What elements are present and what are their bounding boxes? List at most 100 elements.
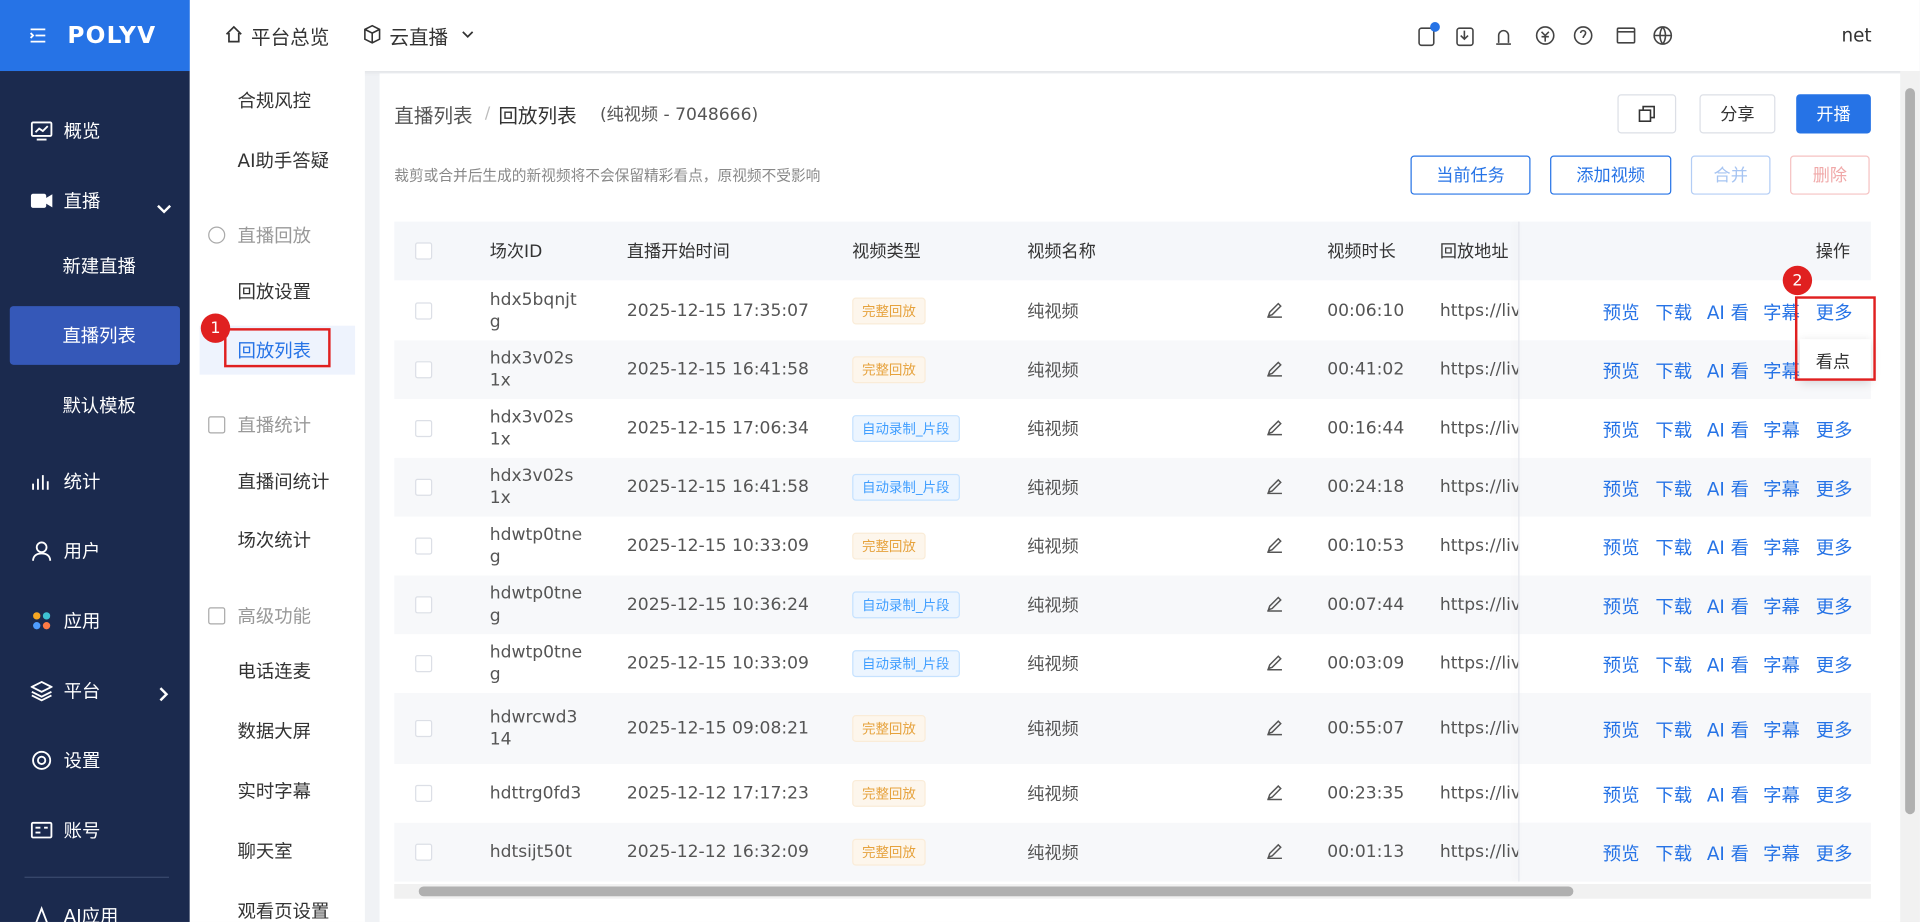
edit-icon[interactable] bbox=[1266, 359, 1283, 382]
action-link[interactable]: 下载 bbox=[1655, 595, 1693, 618]
sidebar-item[interactable]: 用户 bbox=[63, 540, 101, 563]
checkbox[interactable] bbox=[415, 301, 433, 319]
sub-item[interactable]: 直播间统计 bbox=[237, 470, 330, 493]
action-link[interactable]: 预览 bbox=[1602, 654, 1640, 677]
sub-item[interactable]: 场次统计 bbox=[237, 529, 312, 552]
share-button[interactable]: 分享 bbox=[1699, 94, 1776, 134]
nav-home[interactable]: 平台总览 bbox=[251, 25, 330, 49]
breadcrumb[interactable]: 直播列表 bbox=[394, 104, 473, 128]
edit-icon[interactable] bbox=[1266, 594, 1283, 617]
action-link[interactable]: 下载 bbox=[1655, 842, 1693, 866]
action-link[interactable]: 下载 bbox=[1655, 536, 1693, 559]
sub-item[interactable]: 聊天室 bbox=[237, 840, 293, 863]
toolbar-button[interactable]: 当前任务 bbox=[1410, 155, 1531, 195]
action-link[interactable]: 更多 bbox=[1815, 478, 1853, 501]
action-link[interactable]: 预览 bbox=[1602, 536, 1640, 559]
action-link[interactable]: 更多 bbox=[1815, 595, 1853, 618]
action-link[interactable]: 下载 bbox=[1655, 719, 1693, 742]
checkbox[interactable] bbox=[415, 361, 433, 379]
action-link[interactable]: AI 看 bbox=[1706, 784, 1750, 807]
action-link[interactable]: 预览 bbox=[1602, 784, 1640, 807]
action-link[interactable]: 字幕 bbox=[1763, 595, 1800, 618]
checkbox[interactable] bbox=[415, 537, 433, 555]
checkbox[interactable] bbox=[415, 655, 433, 673]
sub-item[interactable]: 电话连麦 bbox=[237, 660, 312, 683]
sidebar-item[interactable]: 统计 bbox=[63, 470, 101, 493]
checkbox[interactable] bbox=[415, 843, 433, 861]
action-link[interactable]: AI 看 bbox=[1706, 719, 1750, 742]
action-link[interactable]: 更多 bbox=[1815, 784, 1853, 807]
h-scroll-thumb[interactable] bbox=[418, 886, 1574, 897]
action-link[interactable]: AI 看 bbox=[1706, 654, 1750, 677]
copy-button[interactable] bbox=[1617, 94, 1677, 134]
action-link[interactable]: 字幕 bbox=[1763, 360, 1800, 383]
action-link[interactable]: AI 看 bbox=[1706, 419, 1750, 442]
action-link[interactable]: 下载 bbox=[1655, 419, 1693, 442]
action-link[interactable]: 更多 bbox=[1815, 654, 1853, 677]
action-link[interactable]: 下载 bbox=[1655, 360, 1693, 383]
action-link[interactable]: AI 看 bbox=[1706, 842, 1750, 866]
nav-live[interactable]: 云直播 bbox=[389, 25, 449, 49]
action-link[interactable]: 更多 bbox=[1815, 842, 1853, 866]
action-link[interactable]: 预览 bbox=[1602, 419, 1640, 442]
action-link[interactable]: 字幕 bbox=[1763, 536, 1800, 559]
action-link[interactable]: 预览 bbox=[1602, 719, 1640, 742]
sidebar-item[interactable]: 账号 bbox=[63, 819, 101, 842]
sub-item[interactable]: 合规风控 bbox=[237, 89, 312, 113]
action-link[interactable]: 更多 bbox=[1815, 536, 1853, 559]
sidebar-item[interactable]: 新建直播 bbox=[62, 255, 136, 278]
sidebar-item[interactable]: 默认模板 bbox=[62, 394, 136, 417]
edit-icon[interactable] bbox=[1266, 418, 1283, 441]
action-link[interactable]: 字幕 bbox=[1763, 654, 1800, 677]
sub-item[interactable]: 观看页设置 bbox=[237, 900, 330, 922]
edit-icon[interactable] bbox=[1266, 782, 1283, 805]
action-link[interactable]: 预览 bbox=[1602, 478, 1640, 501]
checkbox[interactable] bbox=[415, 419, 433, 438]
action-link[interactable]: 下载 bbox=[1655, 784, 1693, 807]
checkbox[interactable] bbox=[415, 242, 433, 260]
action-link[interactable]: 预览 bbox=[1602, 842, 1640, 866]
dropdown-item[interactable]: 看点 bbox=[1815, 352, 1851, 373]
sidebar-item[interactable]: 直播 bbox=[63, 190, 101, 213]
action-link[interactable]: 预览 bbox=[1602, 360, 1640, 383]
checkbox[interactable] bbox=[415, 784, 433, 802]
edit-icon[interactable] bbox=[1266, 717, 1283, 740]
header-icons[interactable] bbox=[1414, 20, 1677, 52]
sub-item[interactable]: 回放列表 bbox=[237, 339, 312, 362]
action-link[interactable]: 字幕 bbox=[1763, 842, 1800, 866]
edit-icon[interactable] bbox=[1266, 476, 1283, 499]
action-link[interactable]: AI 看 bbox=[1706, 301, 1750, 324]
action-link[interactable]: 更多 bbox=[1815, 301, 1853, 324]
checkbox[interactable] bbox=[415, 719, 433, 738]
sub-item[interactable]: 实时字幕 bbox=[237, 780, 312, 803]
menu-icon[interactable] bbox=[29, 27, 46, 44]
v-scroll-thumb[interactable] bbox=[1905, 88, 1915, 815]
action-link[interactable]: 字幕 bbox=[1763, 478, 1800, 501]
sidebar-item[interactable]: 平台 bbox=[63, 680, 101, 703]
user-name[interactable]: net bbox=[1841, 24, 1872, 47]
action-link[interactable]: 下载 bbox=[1655, 301, 1693, 324]
action-link[interactable]: 更多 bbox=[1815, 719, 1853, 742]
action-link[interactable]: AI 看 bbox=[1706, 360, 1750, 383]
action-link[interactable]: 字幕 bbox=[1763, 719, 1800, 742]
checkbox[interactable] bbox=[415, 478, 433, 496]
action-link[interactable]: 字幕 bbox=[1763, 419, 1800, 442]
sidebar-item[interactable]: 概览 bbox=[63, 120, 101, 143]
edit-icon[interactable] bbox=[1266, 653, 1283, 676]
toolbar-button[interactable]: 添加视频 bbox=[1550, 155, 1672, 195]
action-link[interactable]: 字幕 bbox=[1763, 301, 1800, 324]
sidebar-item[interactable]: AI应用 bbox=[63, 905, 119, 922]
action-link[interactable]: AI 看 bbox=[1706, 536, 1750, 559]
edit-icon[interactable] bbox=[1266, 535, 1283, 558]
action-link[interactable]: AI 看 bbox=[1706, 478, 1750, 501]
action-link[interactable]: 更多 bbox=[1815, 419, 1853, 442]
action-link[interactable]: AI 看 bbox=[1706, 595, 1750, 618]
start-button[interactable]: 开播 bbox=[1796, 94, 1871, 134]
edit-icon[interactable] bbox=[1266, 299, 1283, 322]
sidebar-item[interactable]: 应用 bbox=[63, 610, 101, 633]
edit-icon[interactable] bbox=[1266, 841, 1283, 864]
sub-item[interactable]: 数据大屏 bbox=[237, 720, 312, 743]
checkbox[interactable] bbox=[415, 596, 433, 614]
sidebar-item[interactable]: 直播列表 bbox=[62, 325, 136, 348]
action-link[interactable]: 字幕 bbox=[1763, 784, 1800, 807]
